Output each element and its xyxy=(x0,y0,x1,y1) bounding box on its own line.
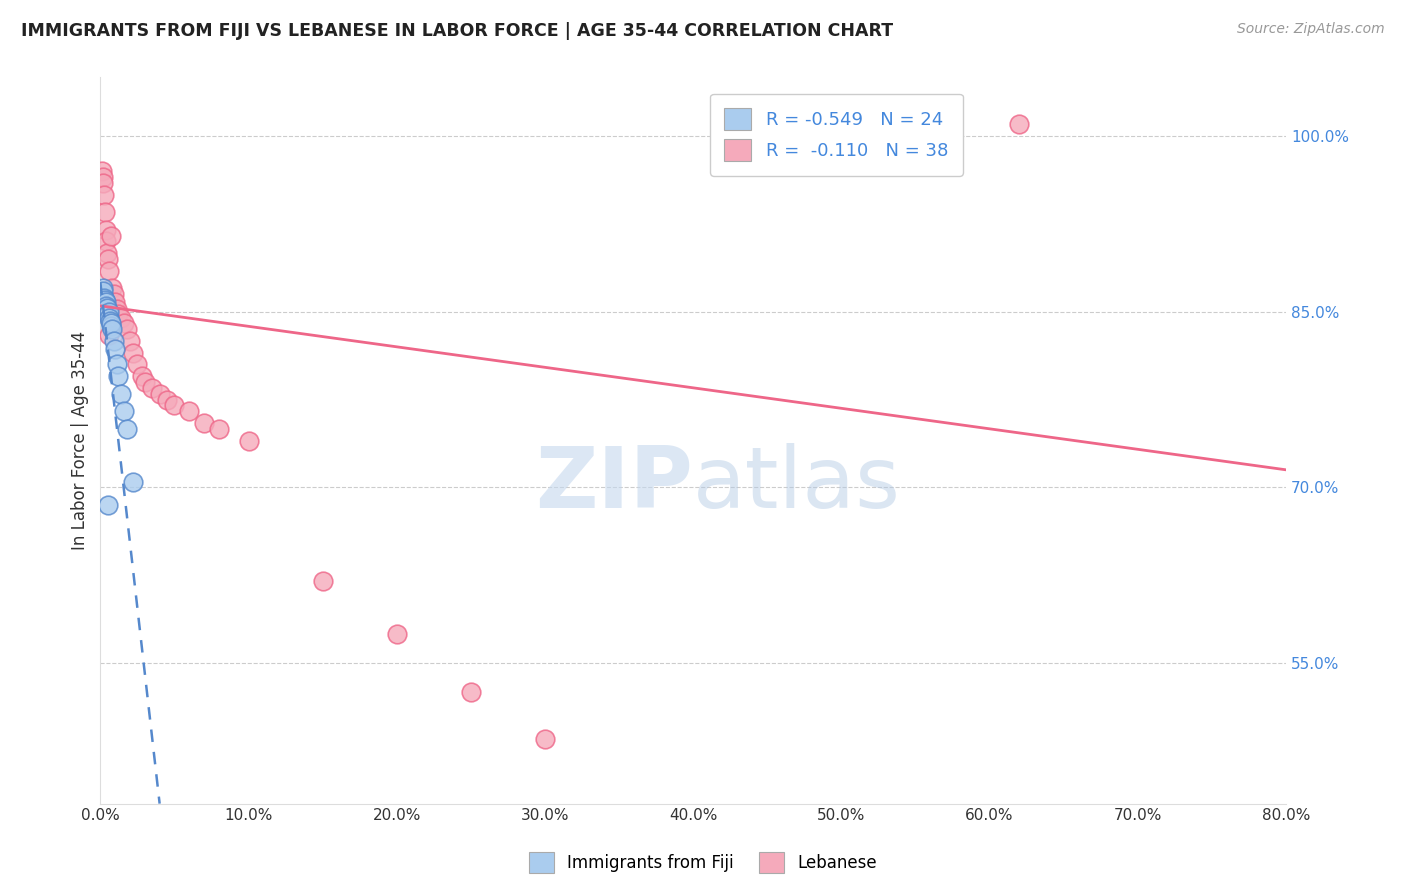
Point xyxy=(460,685,482,699)
Point xyxy=(110,310,132,325)
Point xyxy=(97,304,120,318)
Point xyxy=(91,281,114,295)
Point xyxy=(98,314,121,328)
Point xyxy=(97,328,120,343)
Point xyxy=(91,284,114,298)
Point xyxy=(179,404,201,418)
Point xyxy=(100,317,122,331)
Point xyxy=(134,375,156,389)
Point xyxy=(163,398,186,412)
Point xyxy=(100,228,122,243)
Point xyxy=(107,369,129,384)
Point xyxy=(131,369,153,384)
Point xyxy=(208,422,231,436)
Point xyxy=(91,176,114,190)
Point xyxy=(385,627,408,641)
Point xyxy=(118,334,141,348)
Point xyxy=(115,322,138,336)
Point xyxy=(112,317,135,331)
Point xyxy=(94,223,117,237)
Point xyxy=(104,342,127,356)
Point xyxy=(100,318,122,333)
Point xyxy=(96,299,118,313)
Point xyxy=(115,422,138,436)
Point xyxy=(122,475,145,489)
Y-axis label: In Labor Force | Age 35-44: In Labor Force | Age 35-44 xyxy=(72,331,89,550)
Point xyxy=(110,386,132,401)
Point xyxy=(238,434,260,448)
Text: Source: ZipAtlas.com: Source: ZipAtlas.com xyxy=(1237,22,1385,37)
Point xyxy=(112,404,135,418)
Point xyxy=(98,263,121,277)
Point xyxy=(97,307,120,321)
Point xyxy=(96,235,118,249)
Point xyxy=(104,295,127,310)
Point xyxy=(1008,117,1031,131)
Point xyxy=(91,169,114,184)
Point xyxy=(101,322,124,336)
Point xyxy=(96,246,118,260)
Point xyxy=(97,252,120,266)
Point xyxy=(94,293,117,307)
Point xyxy=(96,301,118,315)
Point xyxy=(103,334,125,348)
Point xyxy=(127,358,149,372)
Point xyxy=(534,732,557,747)
Point xyxy=(105,302,128,317)
Point xyxy=(94,295,117,310)
Legend: Immigrants from Fiji, Lebanese: Immigrants from Fiji, Lebanese xyxy=(523,846,883,880)
Point xyxy=(101,281,124,295)
Text: ZIP: ZIP xyxy=(536,442,693,525)
Point xyxy=(98,310,121,325)
Text: atlas: atlas xyxy=(693,442,901,525)
Point xyxy=(105,358,128,372)
Point xyxy=(311,574,333,588)
Point xyxy=(97,498,120,512)
Point xyxy=(122,345,145,359)
Text: IMMIGRANTS FROM FIJI VS LEBANESE IN LABOR FORCE | AGE 35-44 CORRELATION CHART: IMMIGRANTS FROM FIJI VS LEBANESE IN LABO… xyxy=(21,22,893,40)
Point xyxy=(156,392,179,407)
Point xyxy=(103,287,125,301)
Point xyxy=(94,205,117,219)
Legend: R = -0.549   N = 24, R =  -0.110   N = 38: R = -0.549 N = 24, R = -0.110 N = 38 xyxy=(710,94,963,176)
Point xyxy=(90,164,112,178)
Point xyxy=(90,287,112,301)
Point xyxy=(93,187,115,202)
Point xyxy=(149,386,172,401)
Point xyxy=(107,307,129,321)
Point xyxy=(141,381,163,395)
Point xyxy=(193,416,215,430)
Point xyxy=(93,291,115,305)
